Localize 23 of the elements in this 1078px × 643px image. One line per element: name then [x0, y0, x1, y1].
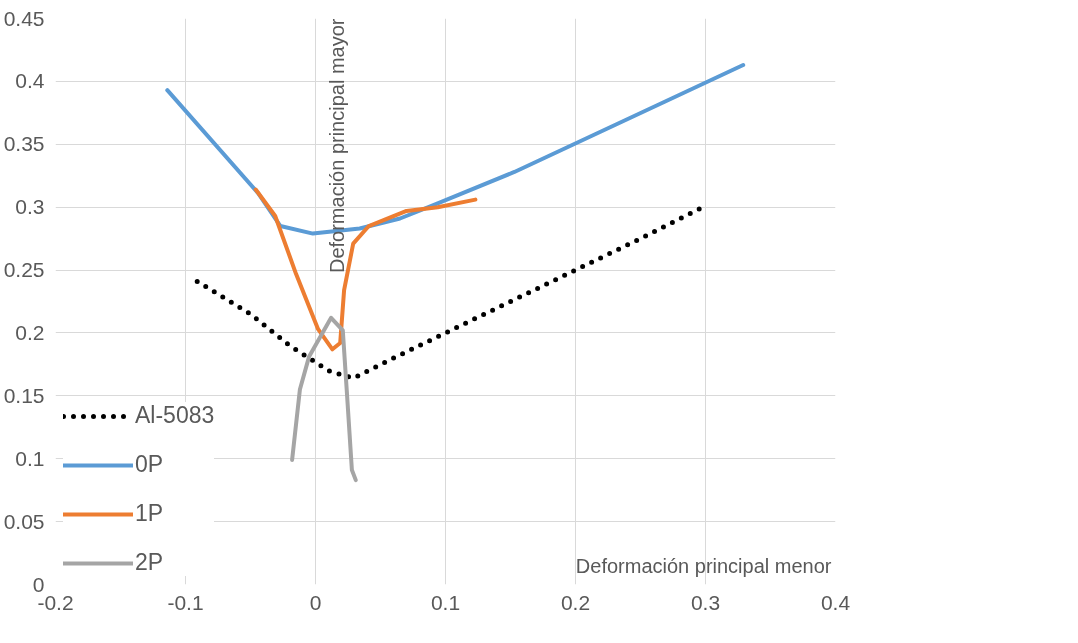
y-tick-label: 0.45	[3, 6, 45, 30]
y-tick-label: 0.3	[15, 195, 45, 219]
x-tick-label: 0.2	[560, 590, 591, 614]
x-tick-label: 0	[309, 590, 322, 614]
y-tick-label: 0	[32, 572, 45, 596]
y-tick-label: 0.35	[3, 132, 45, 156]
y-tick-label: 0.2	[15, 320, 45, 344]
y-tick-label: 0.15	[3, 383, 45, 407]
x-tick-label: 0.1	[430, 590, 461, 614]
y-axis-title: Deformación principal mayor	[325, 18, 348, 274]
y-tick-label: 0.05	[3, 509, 45, 533]
legend-label: Al-5083	[135, 402, 215, 429]
legend-label: 2P	[135, 549, 164, 576]
y-tick-label: 0.4	[15, 69, 45, 93]
x-tick-label: -0.1	[167, 590, 204, 614]
y-tick-label: 0.25	[3, 258, 45, 282]
x-tick-label: 0.4	[820, 590, 851, 614]
y-tick-label: 0.1	[15, 446, 45, 470]
x-axis-title: Deformación principal menor	[575, 554, 832, 577]
x-tick-label: 0.3	[690, 590, 721, 614]
line-series	[290, 315, 358, 483]
legend-label: 1P	[135, 500, 164, 527]
legend-label: 0P	[135, 451, 164, 478]
